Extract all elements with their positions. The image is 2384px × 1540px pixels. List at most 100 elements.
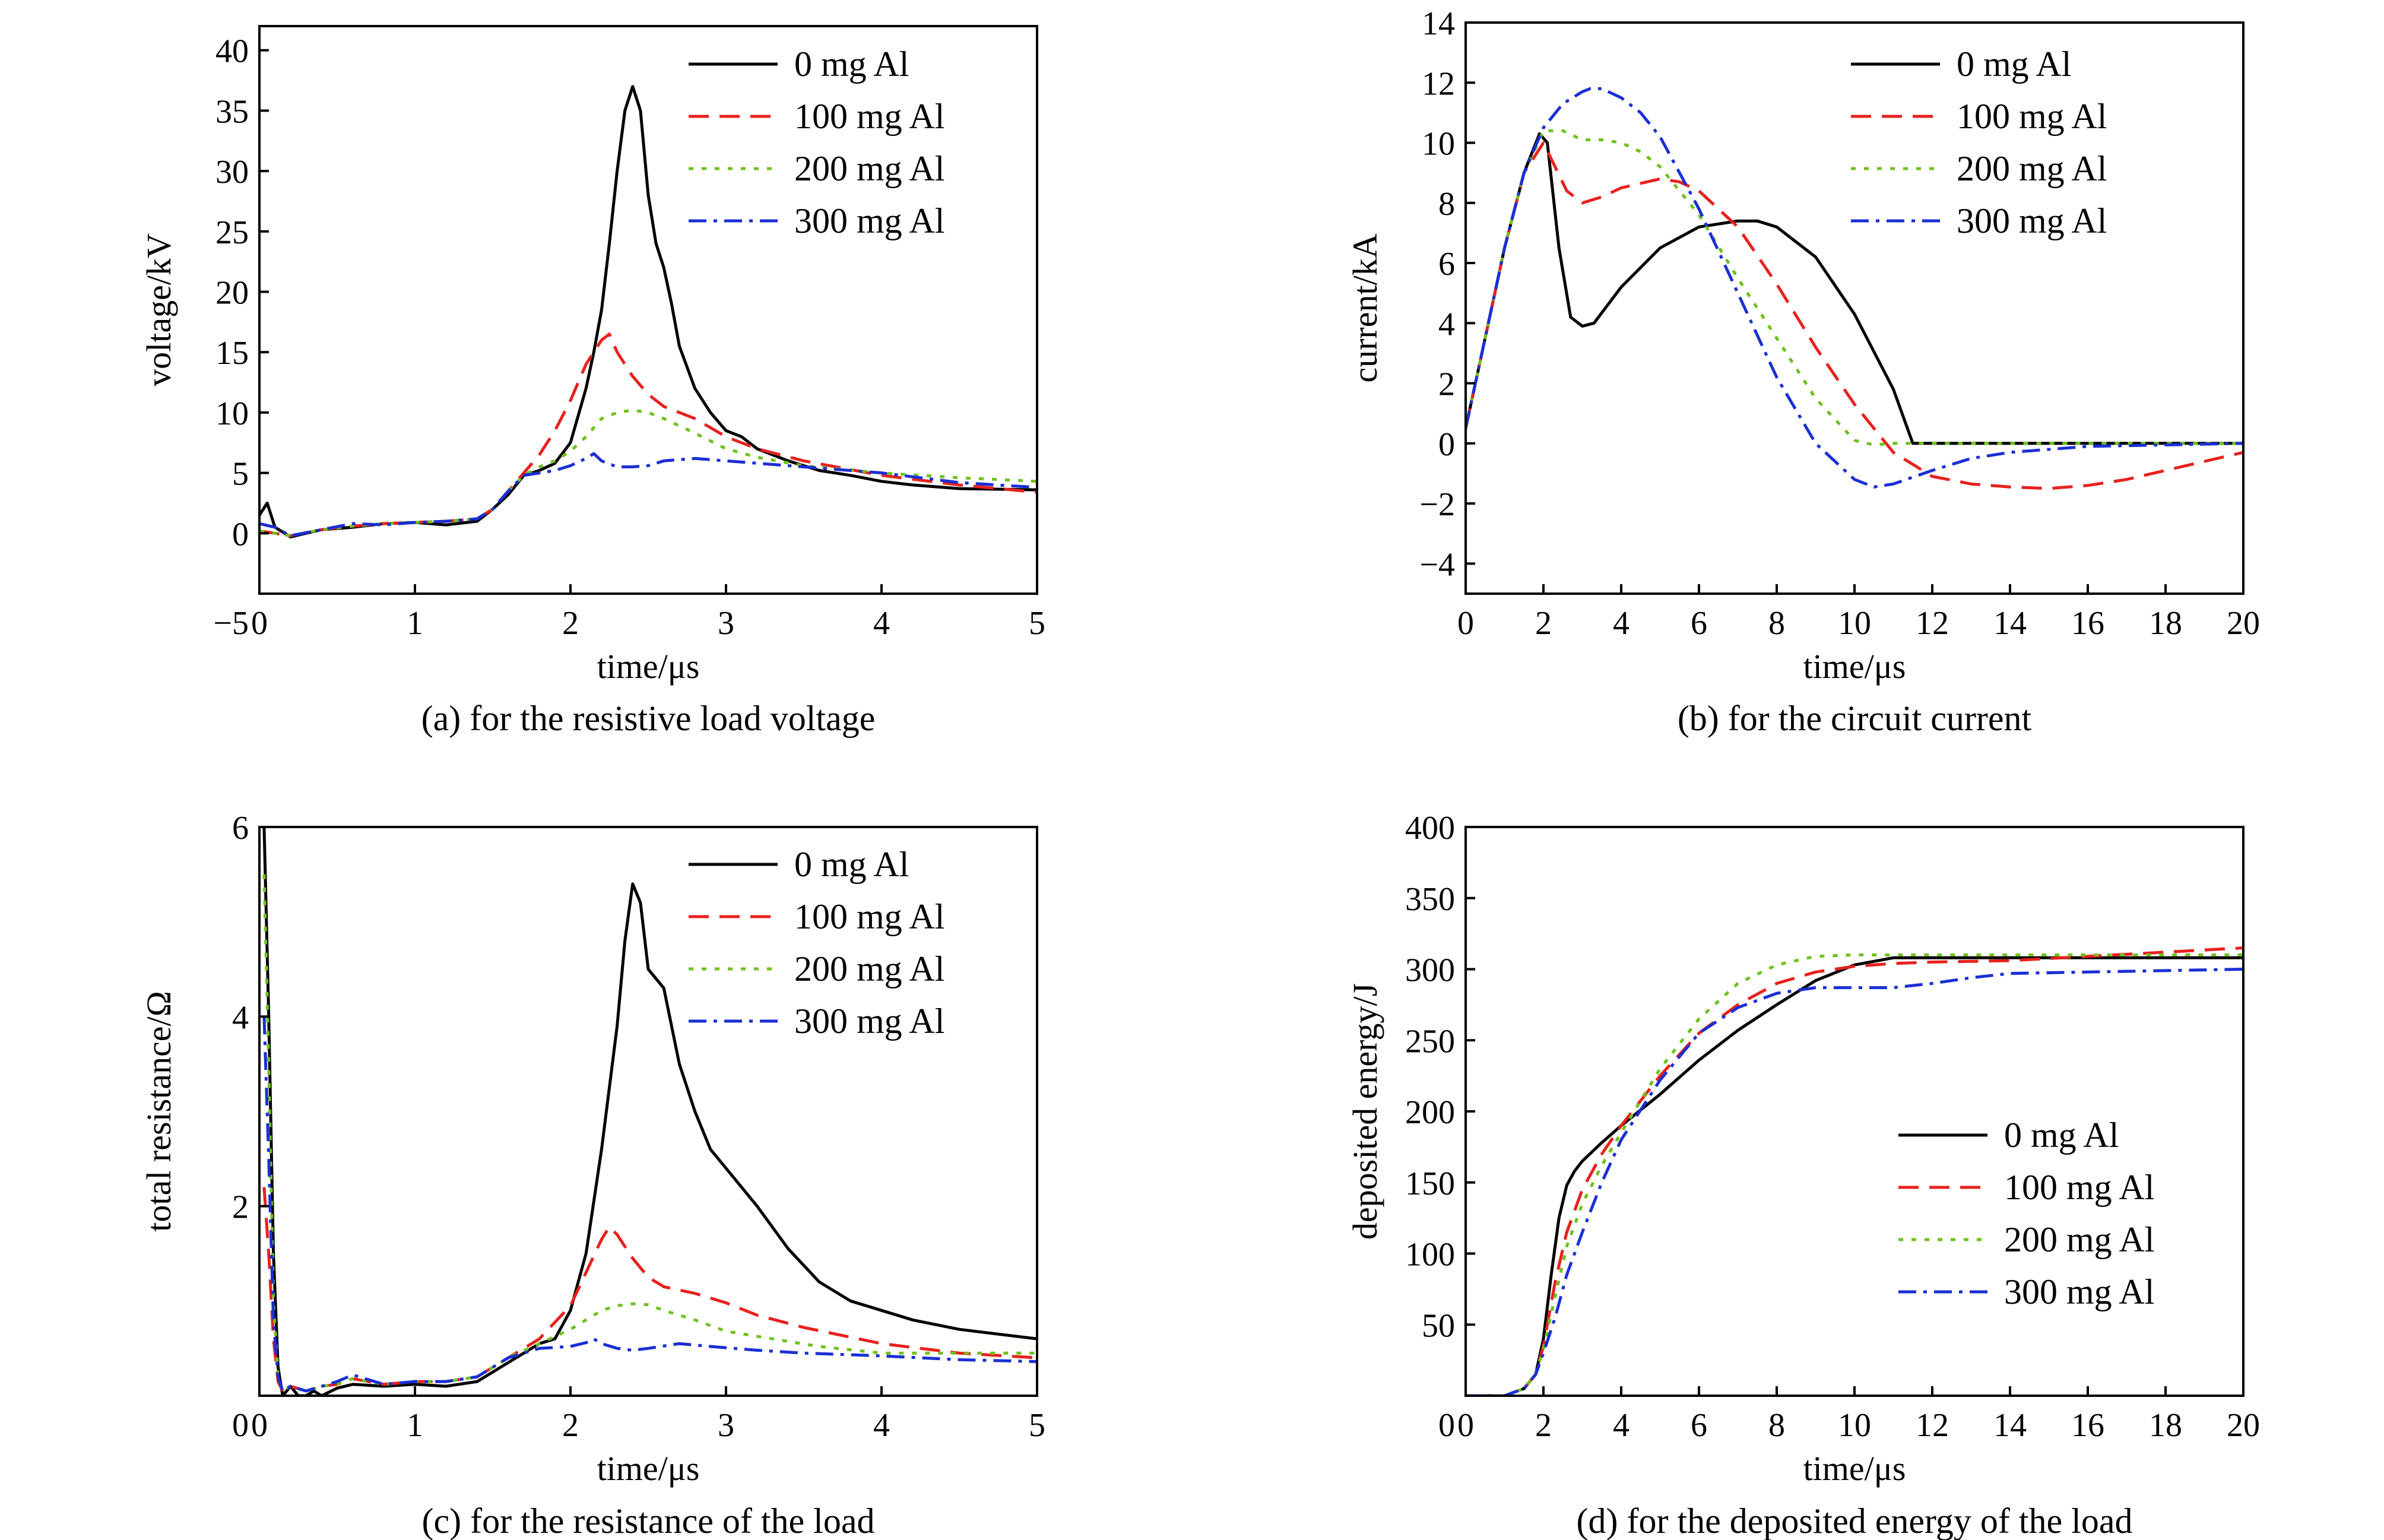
plot-area [1466,946,2243,1396]
y-tick-label: 35 [215,93,249,130]
x-tick-label: 2 [562,605,579,642]
y-axis-label: voltage/kV [140,233,178,386]
series-line-100-mg-al [262,1187,1037,1393]
x-tick-label: 20 [2227,1407,2260,1444]
legend-label: 100 mg Al [794,897,944,936]
x-tick-label: 5 [1029,605,1045,642]
legend: 0 mg Al 100 mg Al 200 mg Al 300 mg Al [689,45,944,240]
x-axis-label: time/μs [1803,647,1906,686]
y-tick-label: 350 [1405,881,1455,918]
x-tick-label: 8 [1768,605,1785,642]
plot-area [1466,87,2243,490]
x-axis-label: time/μs [1803,1449,1906,1488]
axes-frame [1464,21,2244,595]
x-tick-label: 1 [407,605,423,642]
y-tick-label: 14 [1422,5,1455,42]
y-tick-label: 6 [1438,246,1455,283]
legend: 0 mg Al 100 mg Al 200 mg Al 300 mg Al [689,845,944,1041]
legend-label: 0 mg Al [794,845,909,884]
x-tick-label: 4 [1613,605,1630,642]
chart-d: 0 2 4 6 8 10 12 14 16 18 2005010015020025030035040… [1346,810,2260,1540]
legend: 0 mg Al 100 mg Al 200 mg Al 300 mg Al [1898,1116,2154,1311]
series-line-0-mg-al [262,827,1037,1396]
y-tick-label: 100 [1405,1237,1455,1273]
x-tick-label: 14 [1993,605,2027,642]
y-tick-label: 0 [1438,1407,1455,1444]
y-tick-label: 5 [232,456,249,493]
x-tick-label: 3 [718,605,734,642]
x-tick-label: 6 [1691,1407,1707,1444]
y-tick-label: 6 [232,810,249,847]
x-tick-label: 2 [562,1407,579,1444]
x-tick-label: 6 [1691,605,1707,642]
x-tick-label: 20 [2227,605,2260,642]
y-axis-label: deposited energy/J [1346,983,1384,1240]
x-axis-label: time/μs [597,1449,700,1488]
legend-label: 300 mg Al [2004,1272,2154,1311]
x-tick-label: 3 [718,1407,734,1444]
y-axis-label: total resistance/Ω [140,991,178,1231]
x-tick-label: 2 [1535,1407,1552,1444]
y-tick-label: 150 [1405,1165,1455,1202]
x-tick-label: 12 [1916,1407,1949,1444]
series-line-200-mg-al [259,408,1037,537]
chart-caption: (a) for the resistive load voltage [421,699,876,738]
x-tick-label: 10 [1838,1407,1871,1444]
legend-label: 200 mg Al [2004,1220,2154,1259]
plot-area [259,85,1037,538]
series-line-200-mg-al [1466,129,2243,446]
x-tick-label: 1 [407,1407,423,1444]
chart-b: 0 2 4 6 8 10 12 14 16 18 20 −4 −2 0 2 4 6 8 10 12 14 time/μs c… [1346,5,2260,738]
legend-label: 200 mg Al [1957,149,2107,188]
y-tick-label: 25 [215,214,249,251]
y-tick-label: 2 [1438,366,1455,403]
series-line-0-mg-al [1466,132,2243,445]
legend-label: 0 mg Al [1957,45,2071,84]
x-tick-label: 16 [2071,605,2104,642]
x-tick-label: 0 [251,1407,268,1444]
x-tick-label: 0 [1457,1407,1474,1444]
legend-label: 300 mg Al [794,1002,944,1041]
x-tick-label: 0 [251,605,268,642]
y-tick-label: 12 [1422,65,1455,102]
y-axis-label: current/kA [1346,233,1384,382]
x-tick-label: 4 [873,605,890,642]
y-tick-label: 200 [1405,1094,1455,1131]
y-tick-label: 300 [1405,952,1455,989]
chart-caption: (b) for the circuit current [1678,699,2032,738]
legend: 0 mg Al 100 mg Al 200 mg Al 300 mg Al [1851,45,2107,240]
legend-label: 0 mg Al [2004,1116,2119,1155]
chart-caption: (c) for the resistance of the load [422,1501,875,1540]
x-tick-label: 18 [2149,605,2182,642]
legend-label: 0 mg Al [794,45,909,84]
plot-area [262,827,1037,1396]
legend-label: 300 mg Al [1957,201,2107,240]
y-tick-label: 4 [232,999,249,1036]
y-tick-label: 0 [232,1407,249,1444]
x-axis-label: time/μs [597,647,700,686]
x-tick-label: 4 [1613,1407,1630,1444]
x-tick-label: 8 [1768,1407,1785,1444]
legend-label: 100 mg Al [1957,97,2107,136]
chart-a: 0 1 2 3 4 5−50510152025303540time/μsvoltage/k… [140,25,1045,738]
x-tick-label: 5 [1029,1407,1045,1444]
y-tick-label: 20 [215,274,249,311]
legend-label: 300 mg Al [794,201,944,240]
y-tick-label: 400 [1405,810,1455,847]
x-tick-label: 12 [1916,605,1949,642]
chart-c: 0 1 2 3 4 5 0 2 4 6 time/μs total resistance/Ω (c) f… [140,810,1045,1540]
y-tick-label: 8 [1438,186,1455,223]
legend-label: 200 mg Al [794,149,944,188]
x-tick-label: 0 [1457,605,1474,642]
chart-caption: (d) for the deposited energy of the load [1577,1501,2133,1540]
y-tick-label: 10 [1422,126,1455,163]
y-tick-label: 250 [1405,1023,1455,1060]
y-tick-label: 15 [215,335,249,372]
series-line-300-mg-al [262,1016,1037,1393]
series-line-300-mg-al [1466,968,2243,1396]
y-tick-label: −2 [1419,486,1455,523]
y-tick-label: −4 [1419,546,1455,583]
y-tick-label: 0 [1438,426,1455,463]
x-tick-label: 2 [1535,605,1552,642]
